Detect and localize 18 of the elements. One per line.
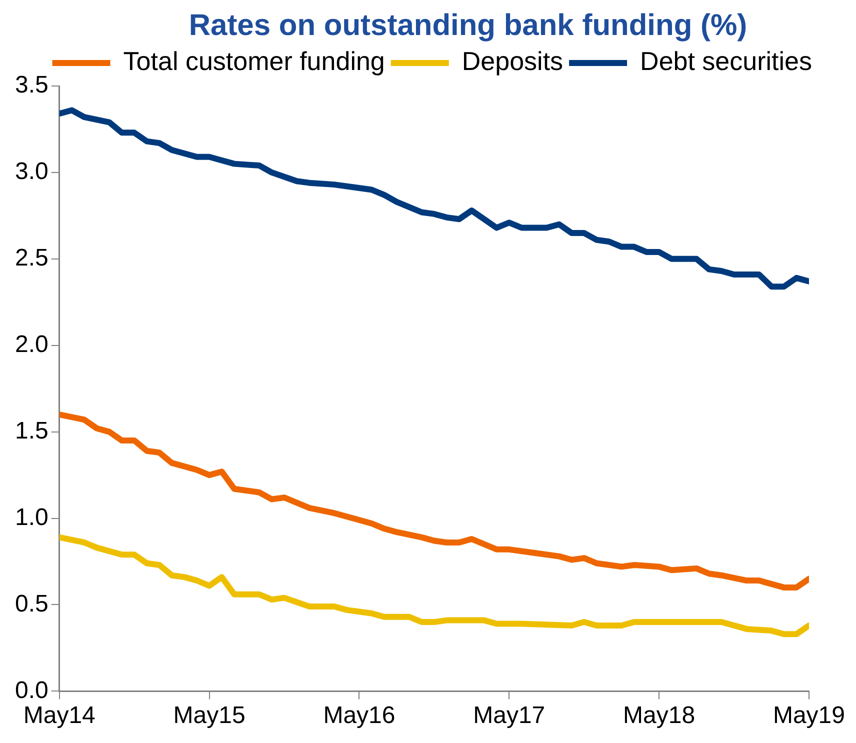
y-tick-label: 3.0 bbox=[14, 158, 48, 186]
y-tick-label: 0.0 bbox=[14, 676, 48, 704]
x-tick-label: May17 bbox=[473, 702, 546, 730]
legend-label: Deposits bbox=[462, 46, 564, 76]
chart-title: Rates on outstanding bank funding (%) bbox=[188, 8, 748, 44]
legend-label: Debt securities bbox=[640, 46, 812, 76]
y-tick-label: 2.5 bbox=[14, 244, 48, 272]
legend-label: Total customer funding bbox=[123, 46, 385, 76]
x-tick-label: May18 bbox=[623, 702, 696, 730]
x-tick-label: May16 bbox=[323, 702, 396, 730]
y-tick-label: 2.0 bbox=[14, 330, 48, 358]
x-tick-label: May19 bbox=[772, 702, 846, 730]
y-tick-label: 3.5 bbox=[14, 72, 48, 99]
x-tick-label: May14 bbox=[23, 702, 96, 730]
x-tick-label: May15 bbox=[173, 702, 246, 730]
y-tick-label: 1.0 bbox=[14, 504, 48, 531]
y-tick-label: 1.5 bbox=[14, 417, 48, 444]
y-tick-label: 0.5 bbox=[14, 590, 48, 618]
